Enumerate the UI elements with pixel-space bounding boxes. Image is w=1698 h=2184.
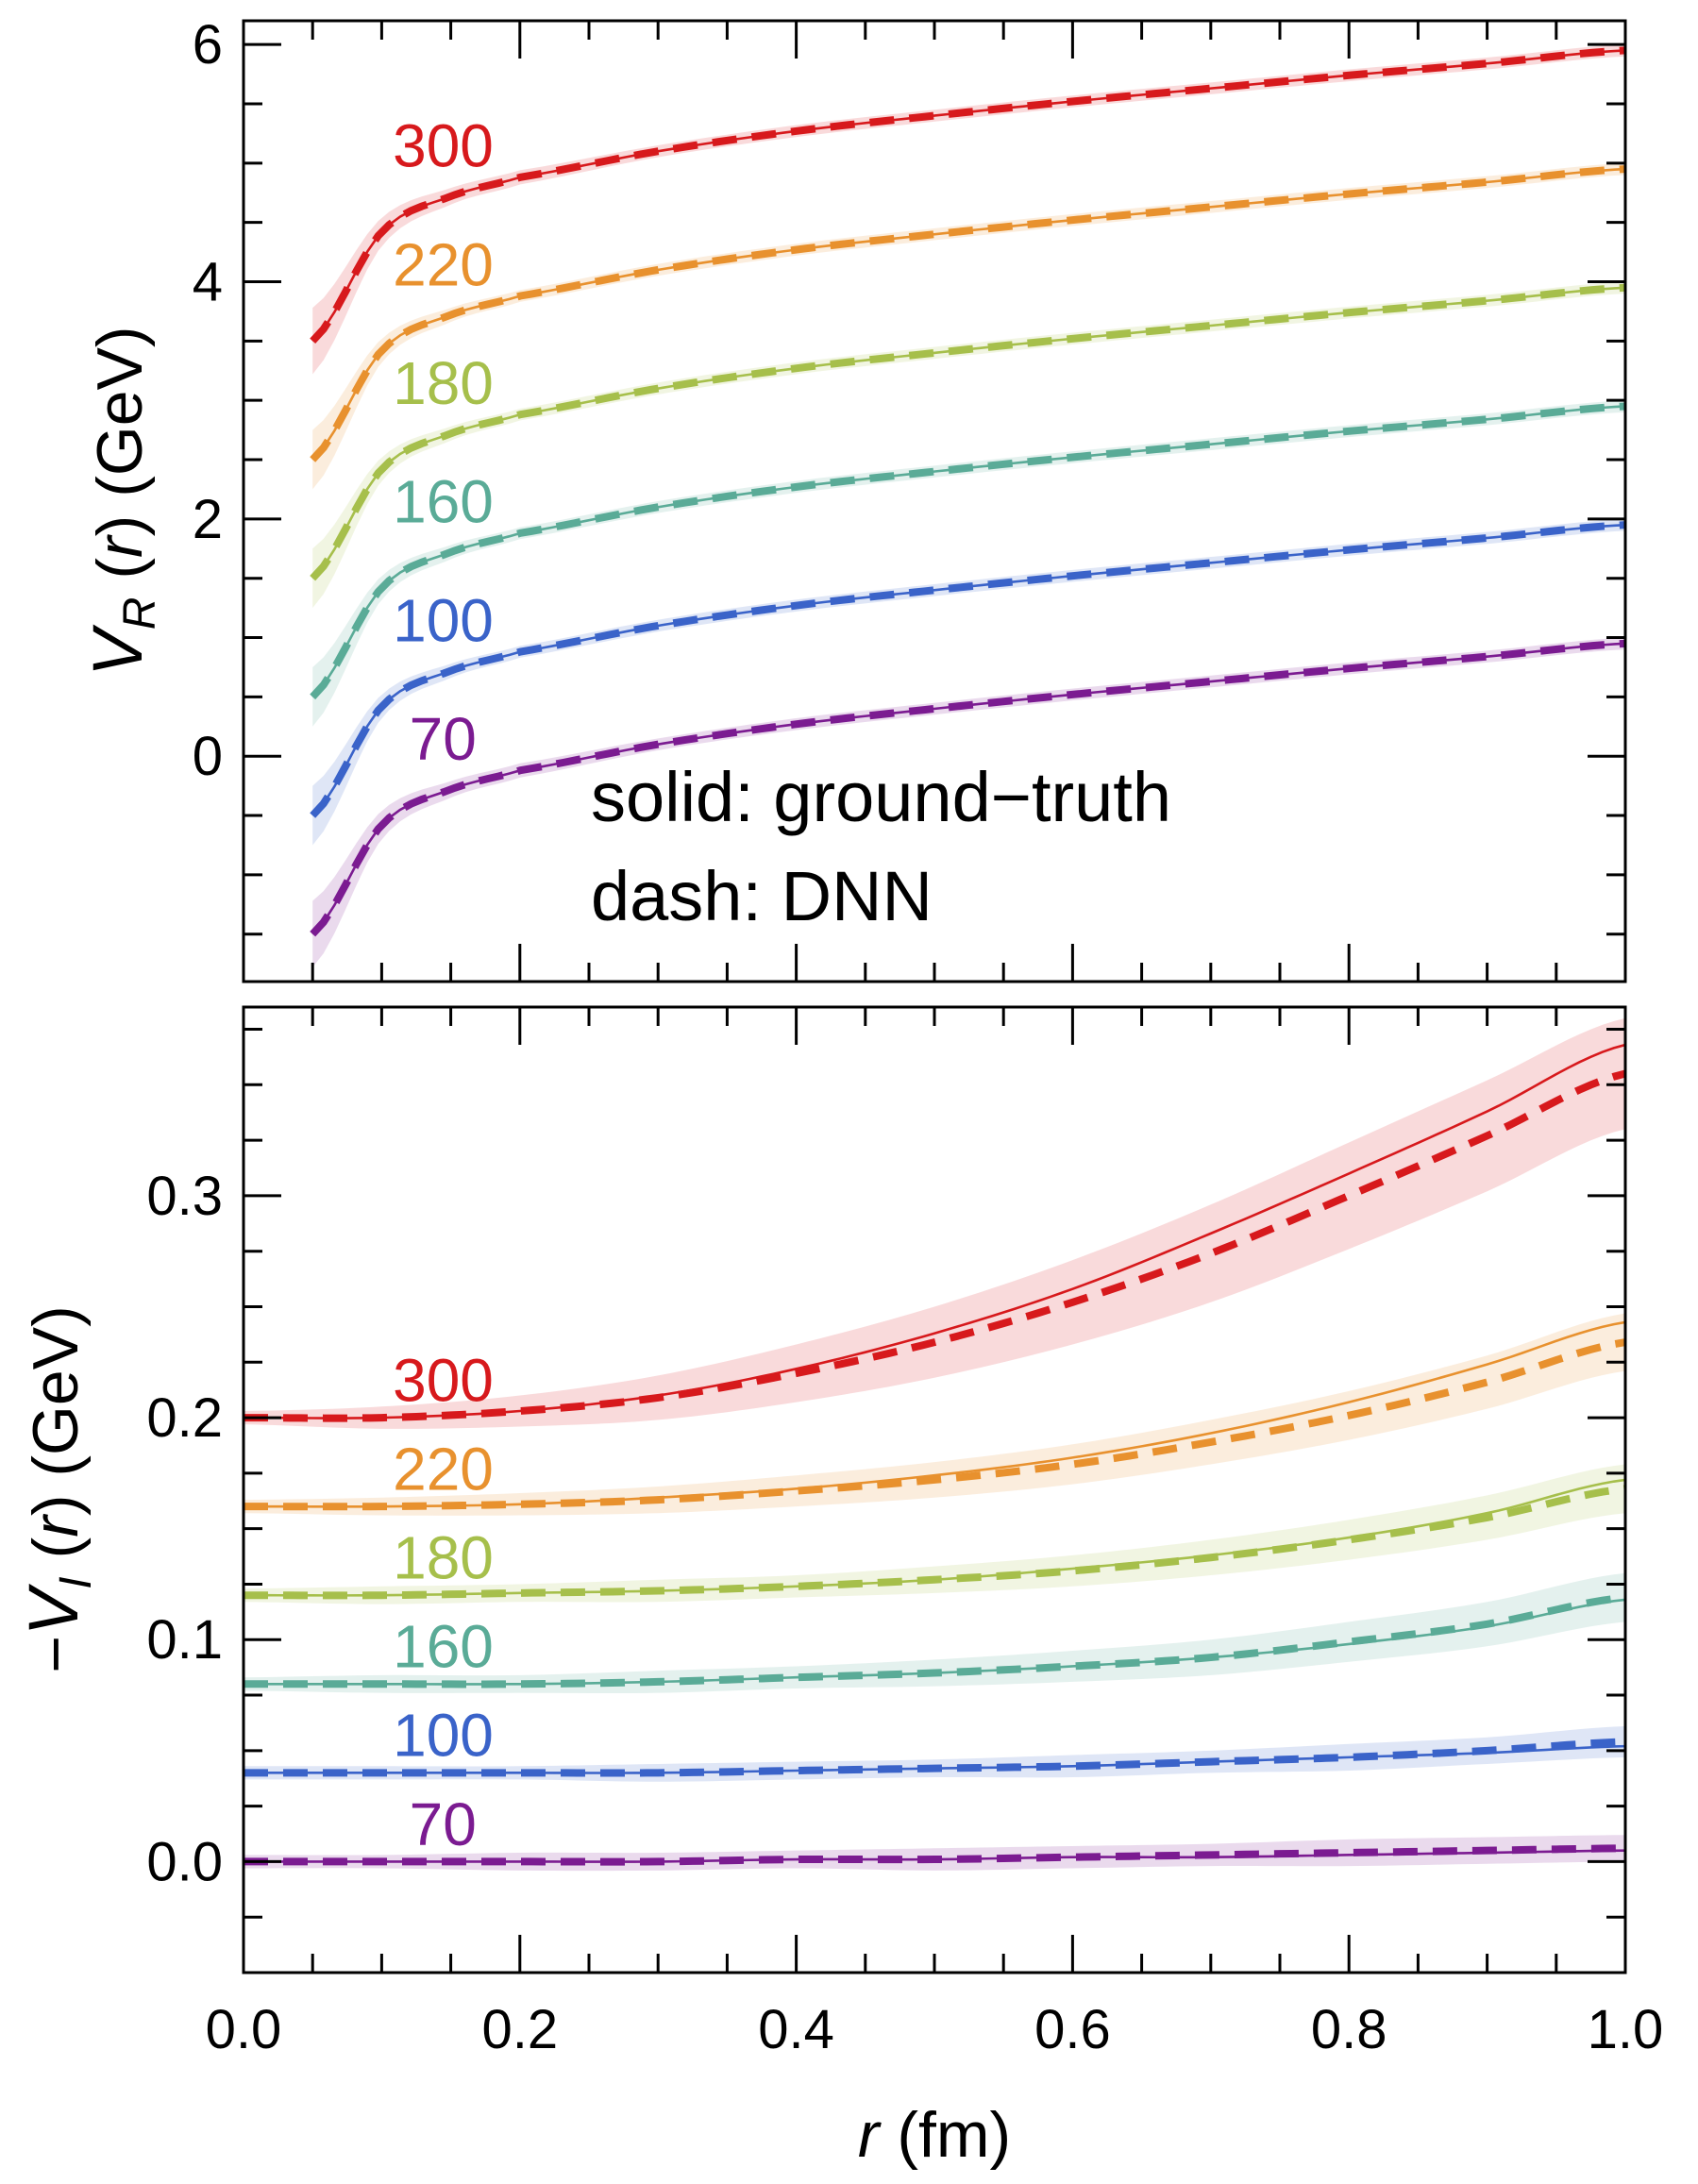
curve-label-220: 220 (393, 230, 494, 298)
top-panel: 300 220 180 160 100 70 0 2 4 6 VR (r) (GeV) solid: … (78, 14, 1627, 983)
annotation-dash: dash: DNN (591, 857, 933, 935)
y-tick-label: 2 (193, 489, 223, 550)
plot-area (310, 44, 1625, 967)
y-axis-label: −VI (r) (GeV) (14, 1305, 101, 1673)
curve-label-220: 220 (393, 1436, 494, 1504)
band-160 (312, 400, 1625, 727)
dnn-dashed-line-70 (244, 1844, 1625, 1866)
y-tick-label: 0 (193, 726, 223, 787)
curve-label-180: 180 (393, 349, 494, 417)
curve-label-300: 300 (393, 1346, 494, 1414)
curve-label-70: 70 (410, 1790, 477, 1858)
dnn-dashed-line-300 (244, 1069, 1625, 1422)
y-tick-label: 0.0 (146, 1831, 223, 1892)
y-tick-label: 0.2 (146, 1387, 223, 1449)
x-tick-label: 0.6 (1034, 1999, 1111, 2060)
curve-label-160: 160 (393, 468, 494, 536)
x-tick-label: 0.8 (1311, 1999, 1387, 2060)
x-axis-label: r (fm) (858, 2099, 1011, 2171)
curve-label-300: 300 (393, 112, 494, 180)
band-300 (312, 44, 1625, 375)
x-tick-label: 0.4 (758, 1999, 834, 2060)
dnn-dashed-line-180 (244, 1485, 1625, 1600)
bottom-panel: 300 220 180 160 100 70 0.0 0.2 0.4 0.6 0.8 1.0 0.0 0.… (14, 1005, 1664, 2060)
x-tick-label: 1.0 (1588, 1999, 1664, 2060)
x-tick-label: 0.0 (206, 1999, 282, 2060)
curve-label-100: 100 (393, 1702, 494, 1770)
y-tick-label: 4 (193, 251, 223, 312)
dnn-dashed-line-100 (244, 1738, 1625, 1777)
band-160 (244, 1572, 1625, 1694)
y-tick-label: 0.1 (146, 1609, 223, 1671)
curve-label-180: 180 (393, 1524, 494, 1592)
band-220 (312, 162, 1625, 490)
dnn-dashed-line-160 (310, 402, 1625, 700)
band-100 (244, 1725, 1625, 1782)
plot-area (244, 1017, 1625, 1872)
x-axis-title: r (fm) (858, 2099, 1011, 2171)
y-tick-label: 0.3 (146, 1166, 223, 1227)
dnn-dashed-line-160 (244, 1593, 1625, 1688)
dnn-dashed-line-70 (310, 639, 1625, 937)
annotation-solid: solid: ground−truth (591, 758, 1171, 836)
band-300 (244, 1017, 1625, 1429)
ground-truth-line-220 (244, 1320, 1625, 1508)
curve-label-100: 100 (393, 586, 494, 654)
ground-truth-line-300 (244, 1043, 1625, 1420)
y-axis-label: VR (r) (GeV) (78, 326, 165, 676)
dnn-dashed-line-100 (310, 521, 1625, 818)
dnn-dashed-line-300 (310, 46, 1625, 344)
x-tick-label: 0.2 (481, 1999, 558, 2060)
y-tick-label: 6 (193, 14, 223, 76)
curve-label-70: 70 (410, 705, 477, 773)
curve-label-160: 160 (393, 1613, 494, 1681)
dnn-dashed-line-220 (310, 165, 1625, 462)
dnn-dashed-line-180 (310, 283, 1625, 581)
dnn-dashed-line-220 (244, 1338, 1625, 1511)
band-180 (312, 281, 1625, 609)
